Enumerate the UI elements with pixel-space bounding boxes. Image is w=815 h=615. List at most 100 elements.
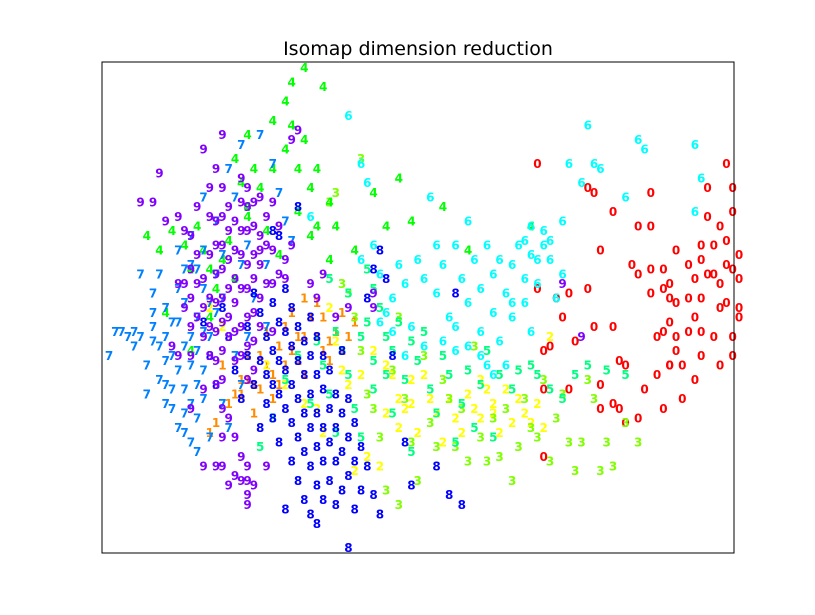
digit-4-point: 4 [288, 75, 296, 89]
digit-1-point: 1 [294, 330, 302, 344]
digit-0-point: 0 [540, 383, 548, 397]
digit-6-point: 6 [533, 277, 541, 291]
digit-7-point: 7 [174, 243, 182, 257]
scatter-layer: 0000000000000000000000000000000000000000… [105, 61, 743, 555]
digit-0-point: 0 [703, 210, 711, 224]
digit-9-point: 9 [262, 277, 270, 291]
digit-9-point: 9 [262, 239, 270, 253]
digit-8-point: 8 [319, 349, 327, 363]
digit-7-point: 7 [199, 282, 207, 296]
digit-6-point: 6 [432, 239, 440, 253]
digit-7-point: 7 [162, 301, 170, 315]
digit-8-point: 8 [458, 498, 466, 512]
digit-6-point: 6 [590, 157, 598, 171]
digit-7-point: 7 [212, 267, 220, 281]
digit-6-point: 6 [477, 349, 485, 363]
digit-6-point: 6 [546, 234, 554, 248]
digit-4-point: 4 [306, 181, 314, 195]
digit-2-point: 2 [489, 407, 497, 421]
digit-3-point: 3 [426, 416, 434, 430]
digit-3-point: 3 [634, 435, 642, 449]
digit-7-point: 7 [206, 296, 214, 310]
digit-9-point: 9 [237, 224, 245, 238]
digit-2-point: 2 [206, 301, 214, 315]
digit-8-point: 8 [319, 421, 327, 435]
digit-4-point: 4 [218, 253, 226, 267]
digit-9-point: 9 [256, 229, 264, 243]
digit-5-point: 5 [395, 315, 403, 329]
digit-2-point: 2 [521, 407, 529, 421]
digit-0-point: 0 [710, 267, 718, 281]
digit-0-point: 0 [735, 301, 743, 315]
digit-9-point: 9 [218, 239, 226, 253]
digit-9-point: 9 [180, 301, 188, 315]
digit-9-point: 9 [250, 479, 258, 493]
digit-5-point: 5 [388, 344, 396, 358]
digit-9-point: 9 [319, 267, 327, 281]
digit-9-point: 9 [225, 311, 233, 325]
digit-5-point: 5 [376, 301, 384, 315]
digit-0-point: 0 [697, 239, 705, 253]
digit-5-point: 5 [363, 315, 371, 329]
digit-6-point: 6 [508, 258, 516, 272]
digit-6-point: 6 [502, 287, 510, 301]
digit-5-point: 5 [464, 363, 472, 377]
digit-5-point: 5 [338, 344, 346, 358]
digit-6-point: 6 [407, 320, 415, 334]
digit-4-point: 4 [332, 219, 340, 233]
digit-2-point: 2 [407, 397, 415, 411]
digit-3-point: 3 [571, 464, 579, 478]
digit-0-point: 0 [672, 296, 680, 310]
digit-0-point: 0 [615, 402, 623, 416]
digit-8-point: 8 [376, 243, 384, 257]
digit-1-point: 1 [218, 359, 226, 373]
digit-6-point: 6 [382, 306, 390, 320]
digit-3-point: 3 [338, 277, 346, 291]
digit-6-point: 6 [357, 253, 365, 267]
digit-4-point: 4 [464, 243, 472, 257]
digit-0-point: 0 [716, 301, 724, 315]
digit-8-point: 8 [288, 455, 296, 469]
digit-5-point: 5 [470, 421, 478, 435]
digit-1-point: 1 [262, 325, 270, 339]
digit-8-point: 8 [388, 349, 396, 363]
digit-9-point: 9 [243, 200, 251, 214]
digit-3-point: 3 [609, 459, 617, 473]
digit-8-point: 8 [269, 378, 277, 392]
digit-9-point: 9 [180, 224, 188, 238]
digit-6-point: 6 [483, 359, 491, 373]
digit-9-point: 9 [212, 296, 220, 310]
digit-7-point: 7 [262, 320, 270, 334]
digit-2-point: 2 [388, 368, 396, 382]
digit-2-point: 2 [495, 426, 503, 440]
digit-2-point: 2 [281, 378, 289, 392]
digit-0-point: 0 [729, 349, 737, 363]
digit-9-point: 9 [193, 311, 201, 325]
digit-8-point: 8 [256, 354, 264, 368]
digit-1-point: 1 [300, 368, 308, 382]
digit-9-point: 9 [212, 239, 220, 253]
digit-9-point: 9 [256, 191, 264, 205]
digit-7-point: 7 [162, 354, 170, 368]
digit-9-point: 9 [225, 330, 233, 344]
digit-9-point: 9 [256, 243, 264, 257]
digit-5-point: 5 [332, 426, 340, 440]
digit-7-point: 7 [168, 315, 176, 329]
digit-1-point: 1 [256, 383, 264, 397]
digit-8-point: 8 [269, 224, 277, 238]
digit-2-point: 2 [439, 435, 447, 449]
digit-5-point: 5 [603, 363, 611, 377]
digit-6-point: 6 [489, 306, 497, 320]
digit-1-point: 1 [275, 378, 283, 392]
digit-0-point: 0 [609, 205, 617, 219]
digit-0-point: 0 [703, 181, 711, 195]
digit-7-point: 7 [237, 258, 245, 272]
digit-7-point: 7 [187, 330, 195, 344]
digit-8-point: 8 [300, 407, 308, 421]
digit-0-point: 0 [647, 287, 655, 301]
digit-8-point: 8 [313, 407, 321, 421]
digit-8-point: 8 [225, 330, 233, 344]
digit-0-point: 0 [540, 344, 548, 358]
digit-9-point: 9 [225, 224, 233, 238]
digit-1-point: 1 [212, 416, 220, 430]
